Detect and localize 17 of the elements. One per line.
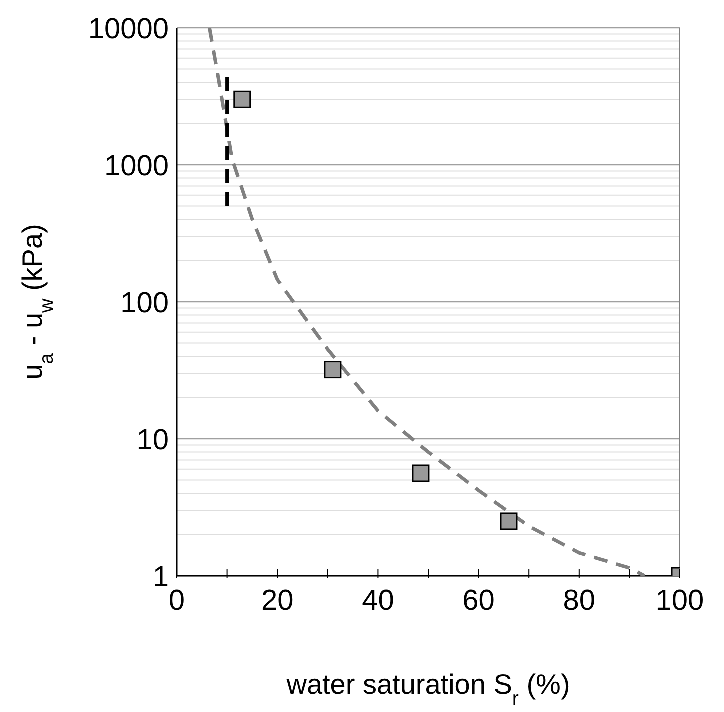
point — [234, 90, 252, 108]
y-tick-label: 1 — [152, 561, 169, 594]
x-tick-label: 100 — [656, 585, 704, 617]
y-tick-label: 10 — [136, 424, 169, 456]
x-axis-title: water saturation S$_{r}$ (%) — [286, 669, 570, 710]
y-tick-label: 1000 — [104, 150, 169, 182]
x-tick-label: 60 — [462, 585, 495, 617]
x-tick-label: 80 — [563, 585, 596, 617]
point — [324, 361, 342, 379]
y-tick-label: 10000 — [88, 13, 169, 46]
line-series — [208, 28, 647, 576]
x-tick-label: 0 — [168, 585, 186, 617]
x-tick-label: 40 — [362, 585, 394, 617]
point — [412, 464, 430, 482]
y-tick-label: 100 — [120, 287, 169, 320]
point — [500, 512, 518, 530]
x-tick-label: 20 — [261, 585, 294, 617]
